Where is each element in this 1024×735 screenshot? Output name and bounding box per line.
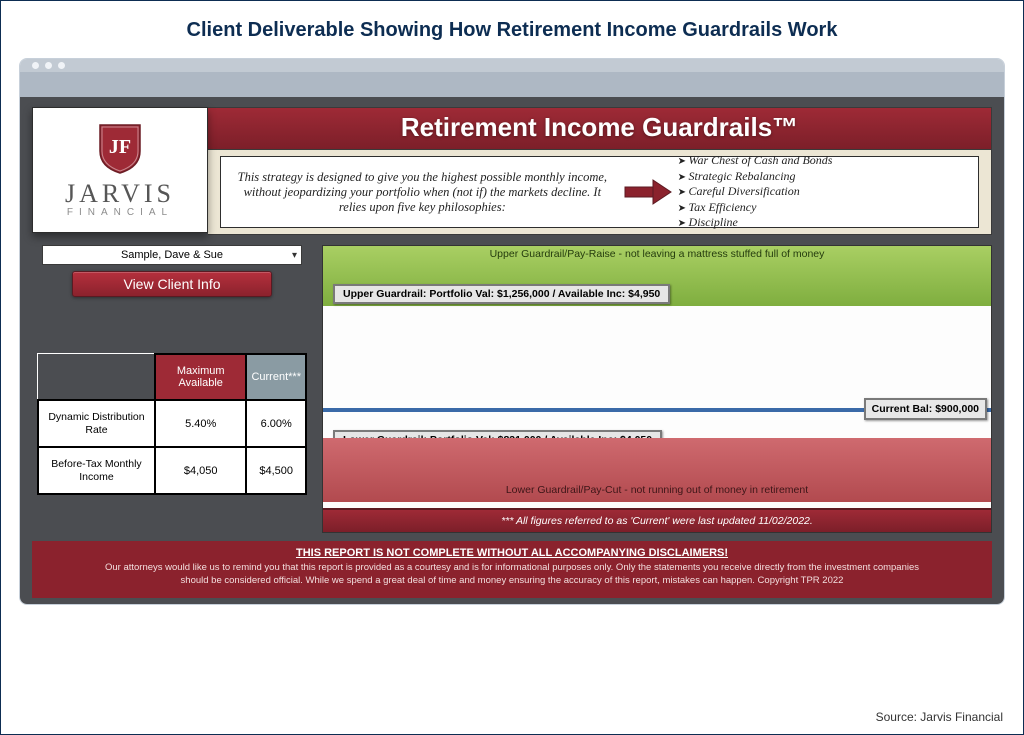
source-attribution: Source: Jarvis Financial [876,710,1003,724]
main: Sample, Dave & Sue View Client Info Maxi… [32,245,992,533]
browser-tabbar [20,59,1004,73]
arrow-right-icon [618,178,678,206]
current-balance-badge: Current Bal: $900,000 [864,398,987,420]
philosophy-text: This strategy is designed to give you th… [227,170,618,215]
svg-text:JF: JF [109,136,131,158]
upper-guardrail-label: Upper Guardrail: Portfolio Val: $1,256,0… [333,284,670,304]
page-title: Client Deliverable Showing How Retiremen… [19,19,1005,42]
cell-max: $4,050 [155,447,247,494]
table-row: Before-Tax Monthly Income $4,050 $4,500 [38,447,306,494]
col-header-max: Maximum Available [155,354,247,400]
row-label: Before-Tax Monthly Income [38,447,155,494]
philosophy-bar: This strategy is designed to give you th… [208,150,992,235]
disclaimer: THIS REPORT IS NOT COMPLETE WITHOUT ALL … [32,541,992,598]
philosophy-item: Strategic Rebalancing [678,169,972,185]
cell-current: $4,500 [246,447,306,494]
app-title: Retirement Income Guardrails™ [208,107,992,150]
logo-name: JARVIS [65,179,175,209]
row-label: Dynamic Distribution Rate [38,400,155,447]
philosophy-item: War Chest of Cash and Bonds [678,153,972,169]
col-header-current: Current*** [246,354,306,400]
window-dot [45,62,52,69]
rate-table: Maximum Available Current*** Dynamic Dis… [37,353,307,495]
app-body: JF JARVIS FINANCIAL Retirement Income Gu… [20,97,1004,604]
browser-toolbar [20,73,1004,97]
table-row: Dynamic Distribution Rate 5.40% 6.00% [38,400,306,447]
disclaimer-title: THIS REPORT IS NOT COMPLETE WITHOUT ALL … [48,547,976,559]
left-panel: Sample, Dave & Sue View Client Info Maxi… [32,245,312,533]
logo: JF JARVIS FINANCIAL [32,107,208,233]
philosophy-item: Careful Diversification [678,184,972,200]
disclaimer-body: Our attorneys would like us to remind yo… [102,562,922,588]
philosophy-item: Discipline [678,215,972,231]
cell-current: 6.00% [246,400,306,447]
logo-subtitle: FINANCIAL [67,207,173,218]
view-client-button[interactable]: View Client Info [72,271,272,297]
guardrail-chart: Upper Guardrail/Pay-Raise - not leaving … [322,245,992,533]
browser-window: JF JARVIS FINANCIAL Retirement Income Gu… [19,58,1005,605]
philosophy-list: War Chest of Cash and Bonds Strategic Re… [678,153,972,231]
window-dot [32,62,39,69]
window-dot [58,62,65,69]
logo-shield-icon: JF [96,121,144,175]
cell-max: 5.40% [155,400,247,447]
chart-footnote: *** All figures referred to as 'Current'… [323,508,991,532]
table-corner [38,354,155,400]
client-select[interactable]: Sample, Dave & Sue [42,245,302,265]
philosophy-item: Tax Efficiency [678,200,972,216]
header: JF JARVIS FINANCIAL Retirement Income Gu… [32,107,992,235]
lower-zone: Lower Guardrail/Pay-Cut - not running ou… [323,438,991,502]
